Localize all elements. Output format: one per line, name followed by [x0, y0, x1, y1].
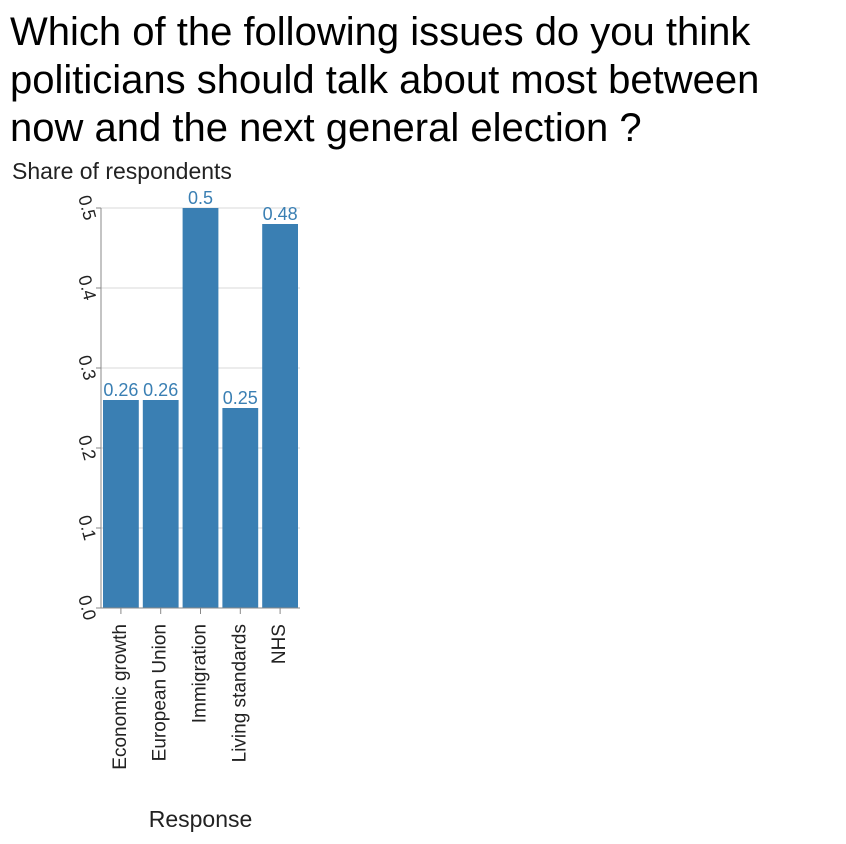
chart-title: Which of the following issues do you thi…: [10, 10, 760, 150]
data-label: 0.5: [188, 188, 213, 208]
bar: [142, 400, 179, 608]
data-label: 0.26: [103, 380, 138, 400]
labels-group: 0.0 0.1 0.2 0.3 0.4 0.5 0.26 Economic growth 0.2…: [74, 188, 297, 832]
x-axis-label: Response: [149, 806, 253, 832]
axes: [96, 207, 300, 614]
data-label: 0.26: [143, 380, 178, 400]
x-tick-label: Economic growth: [110, 624, 131, 770]
y-tick-label: 0.3: [74, 353, 100, 382]
y-tick-label: 0.4: [74, 273, 100, 302]
y-tick-label: 0.1: [74, 513, 100, 542]
bar: [182, 208, 219, 608]
data-label: 0.25: [223, 388, 258, 408]
y-tick-label: 0.0: [74, 593, 100, 622]
bar: [103, 400, 139, 608]
x-tick-label: NHS: [269, 624, 290, 664]
y-tick-label: 0.2: [74, 433, 100, 462]
bar: [262, 224, 298, 608]
bars-group: [103, 208, 298, 608]
x-tick-label: Living standards: [229, 624, 250, 762]
bar: [222, 408, 259, 608]
x-tick-label: European Union: [150, 624, 171, 761]
data-label: 0.48: [263, 204, 298, 224]
y-axis-label: Share of respondents: [12, 158, 232, 184]
x-tick-label: Immigration: [190, 624, 211, 723]
y-tick-label: 0.5: [74, 193, 100, 222]
